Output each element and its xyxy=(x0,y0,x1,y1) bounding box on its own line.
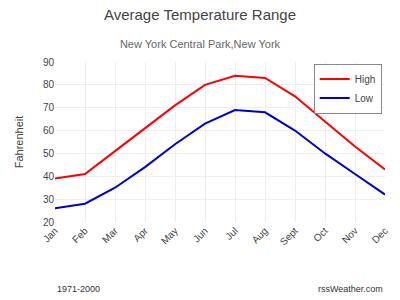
svg-text:May: May xyxy=(159,225,180,246)
svg-text:Jun: Jun xyxy=(191,225,210,244)
svg-text:Oct: Oct xyxy=(311,225,330,244)
svg-text:Fahrenheit: Fahrenheit xyxy=(13,116,25,169)
svg-text:70: 70 xyxy=(43,102,55,113)
svg-text:Low: Low xyxy=(355,93,374,104)
svg-text:Aug: Aug xyxy=(250,225,270,245)
svg-text:Feb: Feb xyxy=(70,225,90,245)
svg-text:90: 90 xyxy=(43,57,55,68)
svg-text:Average Temperature Range: Average Temperature Range xyxy=(104,6,296,23)
svg-text:Sept: Sept xyxy=(278,225,300,247)
svg-text:Apr: Apr xyxy=(131,225,150,244)
svg-text:High: High xyxy=(355,74,376,85)
svg-text:1971-2000: 1971-2000 xyxy=(57,284,100,294)
svg-text:50: 50 xyxy=(43,148,55,159)
svg-text:Jan: Jan xyxy=(41,225,60,244)
svg-text:30: 30 xyxy=(43,194,55,205)
svg-text:Dec: Dec xyxy=(370,225,390,245)
svg-text:Nov: Nov xyxy=(340,225,360,245)
svg-text:New York Central Park,New York: New York Central Park,New York xyxy=(120,38,281,50)
svg-text:20: 20 xyxy=(43,217,55,228)
svg-text:Mar: Mar xyxy=(100,225,120,245)
svg-text:80: 80 xyxy=(43,79,55,90)
svg-text:60: 60 xyxy=(43,125,55,136)
svg-text:Jul: Jul xyxy=(223,225,240,242)
svg-text:rssWeather.com: rssWeather.com xyxy=(318,284,383,294)
svg-text:40: 40 xyxy=(43,171,55,182)
